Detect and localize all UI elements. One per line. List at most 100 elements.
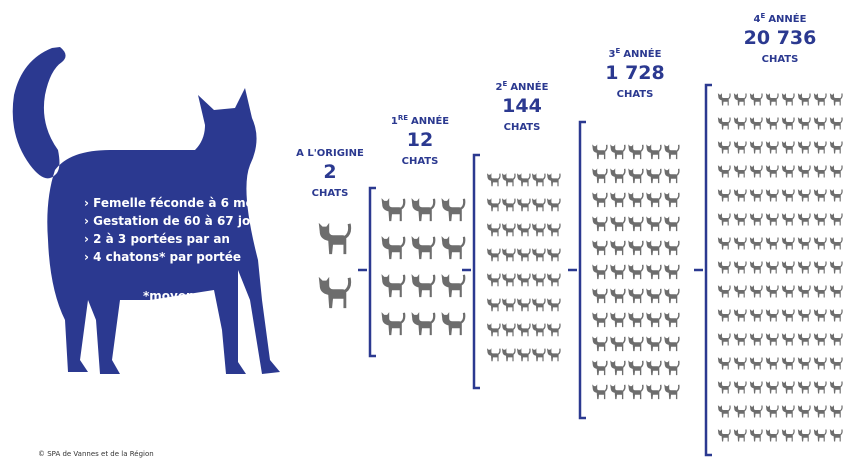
cat-icon [646,144,661,159]
cat-icon [610,336,625,351]
cat-icon [382,274,405,297]
ordinal: 1 [391,116,398,127]
cat-icon [628,384,643,399]
cat-icon [547,248,560,261]
cat-icon [830,309,842,321]
cat-icon [718,381,730,393]
cat-icon [502,173,515,186]
cat-icon [814,333,826,345]
cat-icon [782,189,794,201]
cat-icon [517,348,530,361]
cat-icon [830,93,842,105]
cat-icon [718,405,730,417]
cat-icon [782,309,794,321]
cat-icon [718,141,730,153]
cat-icon [442,236,465,259]
cat-icon [814,189,826,201]
cat-icon [718,117,730,129]
cat-icon [766,261,778,273]
cat-icon [750,93,762,105]
cat-icon [412,236,435,259]
cat-icon [750,333,762,345]
bullet: › Femelle féconde à 6 mois [84,196,265,210]
cat-icon [782,141,794,153]
ordinal: 4 [754,14,761,25]
cat-icon [664,144,679,159]
cat-icon [814,357,826,369]
cat-icon [628,312,643,327]
cat-icon [814,237,826,249]
cat-icon [750,165,762,177]
cat-icon [517,298,530,311]
cat-icon [782,213,794,225]
bullet: › 2 à 3 portées par an [84,232,230,246]
cat-icon [718,213,730,225]
cat-icon [830,333,842,345]
cat-icon [547,173,560,186]
cat-icon [412,274,435,297]
cat-icon [646,240,661,255]
cat-icon [814,261,826,273]
cat-icon [830,285,842,297]
cat-icon [798,333,810,345]
cat-icon [664,312,679,327]
cat-icon [734,165,746,177]
stage-count: 2 [323,161,336,183]
cat-icon [532,348,545,361]
cat-icon [382,236,405,259]
note: *moyenne [143,289,211,303]
cat-icon [766,165,778,177]
stage-count: 1 728 [605,62,665,84]
cat-icon [646,264,661,279]
cat-icon [782,117,794,129]
cat-icon [750,357,762,369]
cat-icon [319,223,350,254]
cat-icon [798,141,810,153]
cat-icon [664,336,679,351]
cat-icon [814,213,826,225]
cat-icon [734,261,746,273]
cat-icon [734,237,746,249]
cat-icon [734,405,746,417]
cat-icon [830,165,842,177]
ordinal-suffix: E [761,12,766,20]
ordinal-suffix: E [503,80,508,88]
cat-icon [830,213,842,225]
cat-icon [750,141,762,153]
cat-icon [610,384,625,399]
cat-icon [766,429,778,441]
ordinal: 3 [609,49,616,60]
cat-icon [830,237,842,249]
cat-icon [798,261,810,273]
cat-icon [592,384,607,399]
cat-icon [814,165,826,177]
cat-icon [610,264,625,279]
cat-icon [610,192,625,207]
cat-icon [412,312,435,335]
cat-icon [487,348,500,361]
cat-icon [592,312,607,327]
cat-icon [517,248,530,261]
cat-icon [750,117,762,129]
cat-icon [547,348,560,361]
cat-icon [442,274,465,297]
cat-icon [782,165,794,177]
cat-icon [664,288,679,303]
cat-icon [750,309,762,321]
cat-icon [628,240,643,255]
cat-icon [442,198,465,221]
cat-icon [646,168,661,183]
cat-icon [766,333,778,345]
cat-icon [547,298,560,311]
bullet: › 4 chatons* par portée [84,250,241,264]
cat-icon [782,405,794,417]
stage-unit: CHATS [617,89,654,100]
stage-label: A L'ORIGINE [296,148,364,159]
cat-icon [734,357,746,369]
cat-icon [830,405,842,417]
stage-word: ANNÉE [623,47,661,60]
